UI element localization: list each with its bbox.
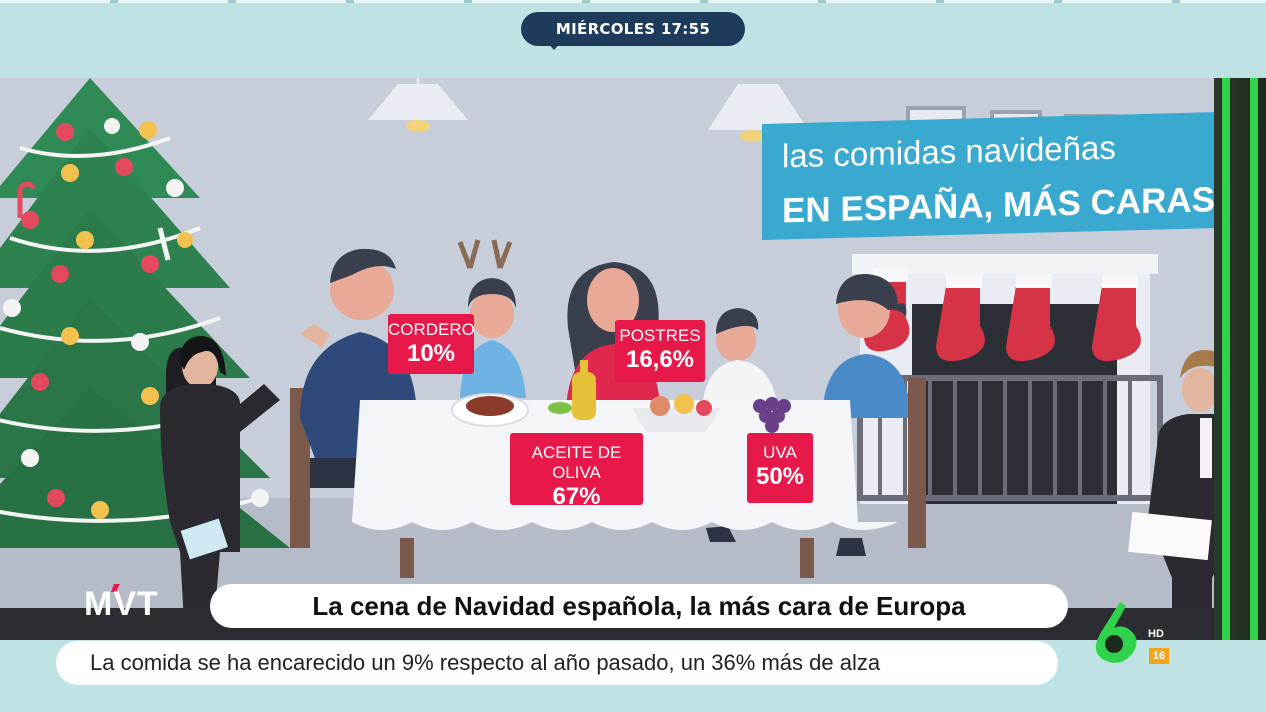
hd-mark: HD — [1148, 628, 1164, 640]
ceiling-lamp-icon — [708, 84, 808, 142]
presenter-right-icon — [1128, 350, 1214, 608]
price-tag-value: 10% — [406, 340, 456, 367]
boy-figure-icon — [702, 308, 778, 542]
price-tag-value: 50% — [755, 463, 805, 490]
green-light-strip — [1250, 78, 1258, 640]
presenter-left-icon — [160, 324, 330, 608]
headline-banner: La cena de Navidad española, la más cara… — [210, 584, 1068, 628]
price-tag-label: ACEITE DE OLIVA — [531, 443, 622, 482]
price-tag-label: CORDERO — [388, 320, 475, 339]
price-tag-label: POSTRES — [619, 326, 701, 345]
age-rating-badge: 16 — [1149, 648, 1169, 664]
graphic-title-line2: EN ESPAÑA, MÁS CARAS — [762, 172, 1214, 240]
stocking-icon — [936, 274, 985, 362]
price-tag-postres: POSTRES 16,6% — [615, 320, 705, 382]
stocking-icon — [1092, 274, 1141, 362]
price-tag-value: 67% — [552, 483, 601, 510]
price-tag-label: UVA — [763, 443, 797, 462]
price-tag-value: 16,6% — [625, 346, 695, 373]
program-logo-text: MVT — [84, 585, 159, 623]
program-logo: MVT — [84, 584, 184, 624]
girl-with-antlers-icon — [457, 239, 526, 398]
stocking-icon — [1006, 274, 1055, 362]
price-tag-uva: UVA 50% — [747, 433, 813, 503]
grandmother-figure-icon — [822, 274, 926, 556]
price-tag-cordero: CORDERO 10% — [388, 314, 475, 374]
price-tag-aceite-de-oliva: ACEITE DE OLIVA 67% — [510, 433, 643, 510]
green-light-strip — [1222, 78, 1230, 640]
top-strip — [0, 0, 1266, 3]
video-wall: las comidas navideñas EN ESPAÑA, MÁS CAR… — [0, 78, 1214, 608]
ceiling-lamp-icon — [368, 78, 468, 132]
mvt-logo-icon — [111, 584, 120, 592]
lasexta-6-logo-icon — [1095, 602, 1137, 663]
subline-banner: La comida se ha encarecido un 9% respect… — [56, 641, 1058, 685]
studio-scene: las comidas navideñas EN ESPAÑA, MÁS CAR… — [0, 78, 1266, 640]
day-time-pill-tail — [545, 40, 563, 50]
